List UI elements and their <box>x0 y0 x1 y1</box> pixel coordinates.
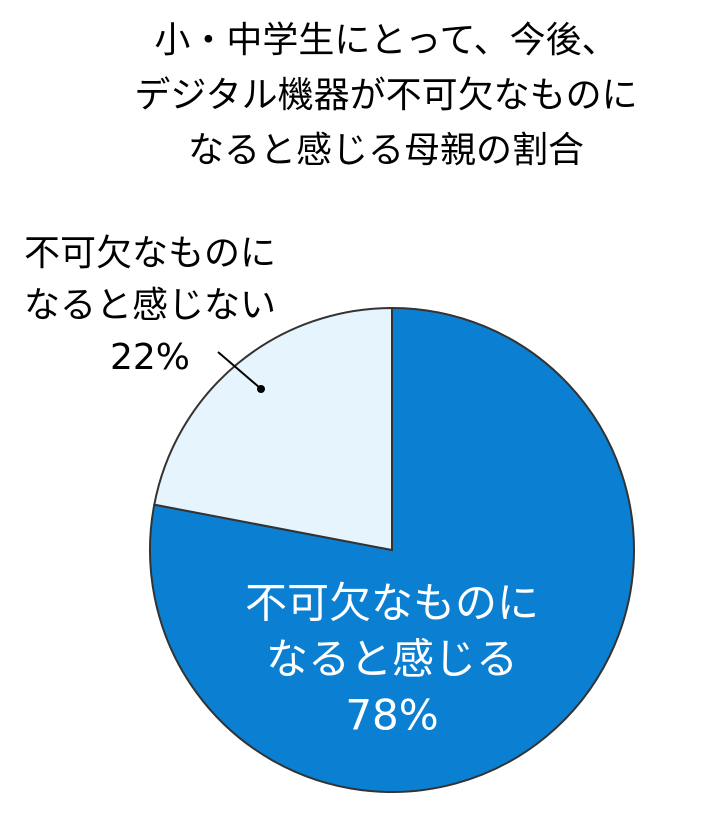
value-label: 78% <box>345 691 438 740</box>
title-line: デジタル機器が不可欠なものに <box>134 75 637 116</box>
value-label: 22% <box>110 337 190 378</box>
category-label: なると感じない <box>24 285 276 326</box>
category-label: 不可欠なものに <box>245 579 539 628</box>
pie-slice <box>153 306 393 552</box>
title-line: なると感じる母親の割合 <box>188 130 584 171</box>
leader-dot <box>257 385 265 393</box>
category-label: 不可欠なものに <box>24 233 276 274</box>
title-line: 小・中学生にとって、今後、 <box>154 20 617 61</box>
category-label: なると感じる <box>266 635 518 684</box>
title: 小・中学生にとって、今後、 デジタル機器が不可欠なものに なると感じる母親の割合 <box>134 20 637 171</box>
leader-line <box>217 351 261 389</box>
